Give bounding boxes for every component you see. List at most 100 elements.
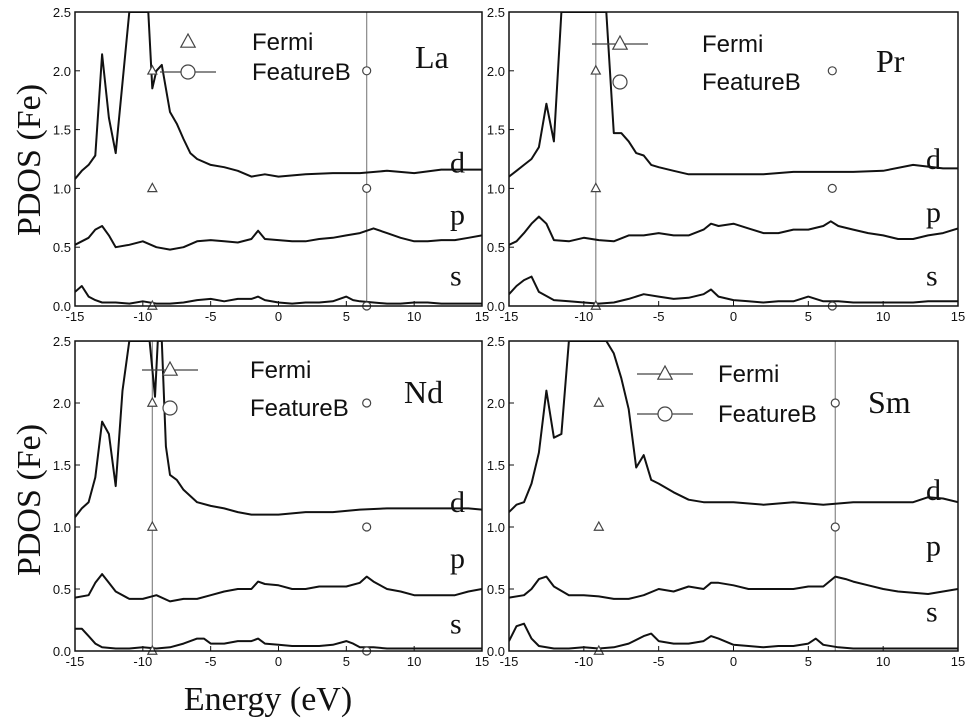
x-tick-label: 10 — [407, 309, 421, 324]
y-tick-label: 0.5 — [53, 582, 71, 597]
orbital-label-s: s — [926, 259, 938, 292]
y-axis-label: PDOS (Fe) — [11, 84, 48, 236]
legend-label-featureb: FeatureB — [718, 401, 817, 428]
panel-nd: -15 -10 -5 0 5 10 15 0.0 0.5 1.0 1.5 2.0 2.5 Fermi Fea… — [53, 334, 489, 669]
series-d-line — [75, 341, 482, 518]
x-tick-label: 15 — [951, 309, 965, 324]
x-tick-label: 0 — [275, 654, 282, 669]
x-tick-label: 10 — [876, 654, 890, 669]
x-tick-label: 10 — [407, 654, 421, 669]
y-tick-label: 0.5 — [487, 240, 505, 255]
fermi-marker — [146, 396, 158, 407]
fermi-marker — [593, 520, 605, 531]
legend-label-fermi: Fermi — [702, 31, 763, 58]
fermi-marker — [593, 396, 605, 407]
fermi-marker — [590, 182, 602, 193]
y-tick-label: 2.0 — [487, 396, 505, 411]
y-tick-label: 1.5 — [53, 123, 71, 138]
x-tick-label: -10 — [133, 654, 152, 669]
orbital-label-p: p — [926, 196, 941, 229]
legend-label-fermi: Fermi — [252, 29, 313, 56]
orbital-label-p: p — [450, 198, 465, 231]
x-tick-label: 5 — [343, 309, 350, 324]
y-tick-label: 2.0 — [53, 64, 71, 79]
legend-circle-icon — [612, 74, 628, 90]
x-tick-label: -15 — [66, 654, 85, 669]
x-tick-label: 15 — [475, 309, 489, 324]
x-tick-label: -10 — [574, 654, 593, 669]
orbital-label-s: s — [450, 608, 462, 641]
legend-triangle-icon — [179, 32, 197, 48]
series-s-line — [75, 285, 482, 305]
y-tick-label: 0.5 — [53, 240, 71, 255]
x-tick-label: 5 — [343, 654, 350, 669]
legend-triangle-icon — [161, 360, 179, 376]
y-tick-label: 1.0 — [487, 520, 505, 535]
series-s-line — [509, 275, 958, 305]
series-p-line — [509, 215, 958, 246]
x-tick-label: 10 — [876, 309, 890, 324]
x-tick-label: -5 — [205, 654, 217, 669]
x-tick-label: 15 — [475, 654, 489, 669]
featureb-marker — [362, 183, 372, 193]
featureb-marker — [830, 522, 840, 532]
featureb-marker — [827, 183, 837, 193]
series-p-line — [509, 575, 958, 600]
orbital-label-d: d — [450, 486, 465, 519]
y-tick-label: 2.5 — [53, 334, 71, 349]
fermi-marker — [146, 520, 158, 531]
fermi-marker — [146, 644, 158, 655]
featureb-marker — [830, 398, 840, 408]
panel-element-label: Pr — [876, 43, 905, 79]
y-tick-label: 0.0 — [487, 299, 505, 314]
y-tick-label: 1.0 — [53, 181, 71, 196]
series-p-line — [75, 573, 482, 603]
x-tick-label: 15 — [951, 654, 965, 669]
orbital-label-d: d — [450, 147, 465, 180]
panel-pr: -15 -10 -5 0 5 10 15 0.0 0.5 1.0 1.5 2.0 2.5 Fermi Fea… — [487, 5, 965, 324]
y-tick-label: 2.5 — [487, 5, 505, 20]
orbital-label-p: p — [450, 542, 465, 575]
x-tick-label: 0 — [730, 309, 737, 324]
y-axis-label-lower: PDOS (Fe) — [11, 424, 48, 576]
x-tick-label: -15 — [500, 309, 519, 324]
legend-circle-icon — [657, 406, 673, 422]
y-tick-label: 2.0 — [53, 396, 71, 411]
panel-la: -15 -10 -5 0 5 10 15 0.0 0.5 1.0 1.5 2.0 2.5 Fermi Fea… — [53, 5, 489, 324]
fermi-marker — [590, 299, 602, 310]
x-tick-label: 0 — [275, 309, 282, 324]
featureb-marker — [362, 398, 372, 408]
series-d-line — [509, 12, 958, 178]
legend-label-featureb: FeatureB — [702, 69, 801, 96]
series-s-line — [75, 627, 482, 650]
x-tick-label: -5 — [205, 309, 217, 324]
y-tick-label: 1.5 — [53, 458, 71, 473]
x-axis-label: Energy (eV) — [184, 681, 352, 718]
legend-triangle-icon — [611, 34, 629, 50]
panel-element-label: La — [415, 39, 449, 75]
fermi-marker — [146, 299, 158, 310]
y-tick-label: 0.0 — [487, 644, 505, 659]
fermi-marker — [593, 644, 605, 655]
featureb-marker — [362, 522, 372, 532]
series-d-line — [509, 341, 958, 513]
x-tick-label: -10 — [574, 309, 593, 324]
legend-label-fermi: Fermi — [250, 357, 311, 384]
featureb-marker — [827, 66, 837, 76]
y-tick-label: 0.0 — [53, 299, 71, 314]
panel-element-label: Nd — [404, 374, 443, 410]
fermi-marker — [146, 64, 158, 75]
x-tick-label: -10 — [133, 309, 152, 324]
y-tick-label: 2.0 — [487, 64, 505, 79]
series-d-line — [75, 12, 482, 180]
x-tick-label: -15 — [500, 654, 519, 669]
legend-circle-icon — [162, 400, 178, 416]
y-tick-label: 1.5 — [487, 458, 505, 473]
orbital-label-d: d — [926, 474, 941, 507]
y-tick-label: 1.0 — [53, 520, 71, 535]
legend-triangle-icon — [656, 364, 674, 380]
legend-label-fermi: Fermi — [718, 361, 779, 388]
y-tick-label: 1.0 — [487, 181, 505, 196]
fermi-marker — [146, 182, 158, 193]
